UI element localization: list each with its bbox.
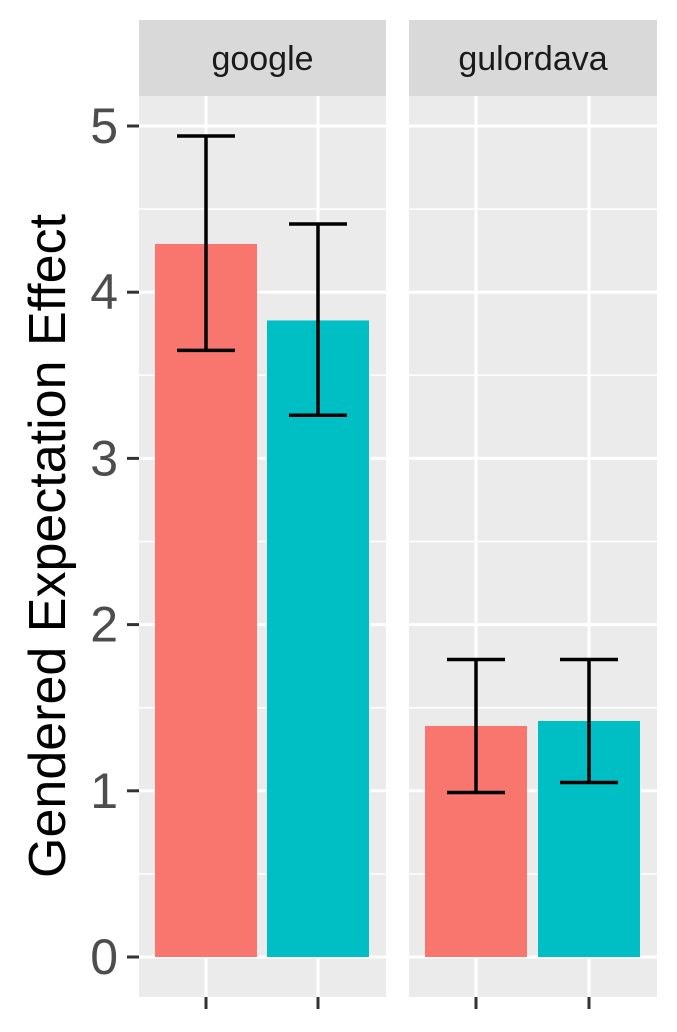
plot-area: google gulordava 0 1 2 3 4 5 (90, 20, 657, 1009)
bar (155, 244, 257, 957)
y-tick-label: 5 (90, 98, 118, 154)
y-tick-label: 2 (90, 597, 118, 653)
y-tick-label: 3 (90, 430, 118, 486)
y-tick-label: 4 (90, 264, 118, 320)
y-tick-label: 1 (90, 763, 118, 819)
facet-strip (409, 20, 657, 96)
y-axis-title: Gendered Expectation Effect (19, 213, 77, 877)
facet-strip (139, 20, 386, 96)
y-tick-label: 0 (90, 929, 118, 985)
facet-label-google: google (211, 40, 313, 78)
bar (267, 320, 369, 958)
facet-label-gulordava: gulordava (458, 40, 607, 78)
